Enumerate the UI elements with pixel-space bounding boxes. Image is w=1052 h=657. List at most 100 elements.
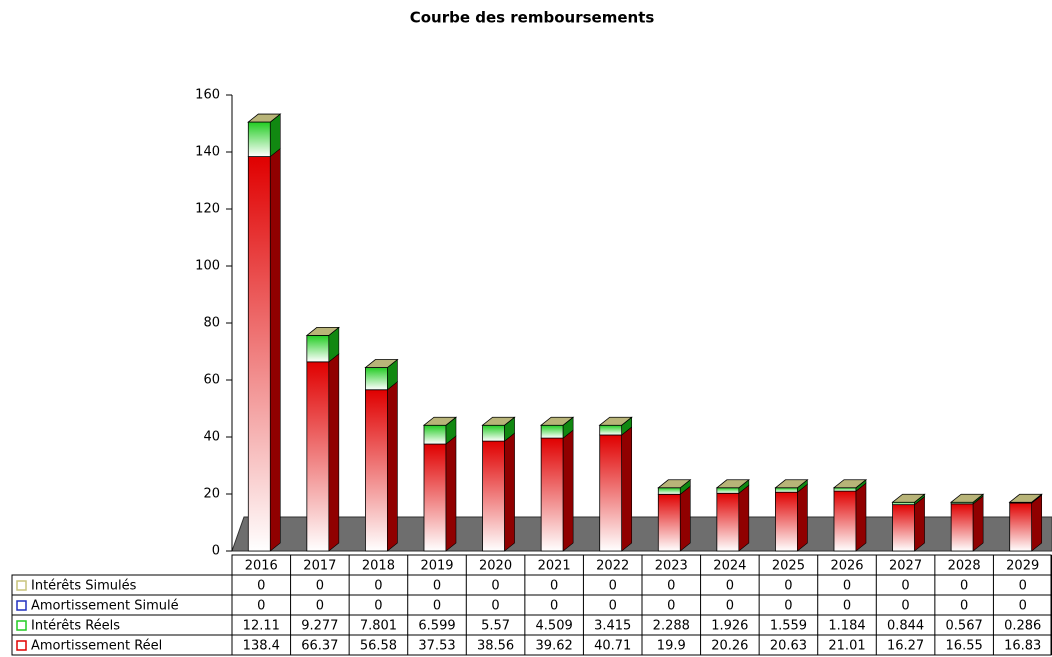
table-value: 0 [316, 599, 324, 614]
bar-side [855, 482, 867, 552]
x-tick-label: 2027 [889, 559, 922, 574]
bar-side [914, 496, 925, 552]
bar-segment [833, 490, 857, 552]
bar-side [387, 381, 398, 552]
bar-side [445, 435, 457, 552]
bar-segment [599, 434, 623, 552]
table-value: 0 [491, 599, 499, 614]
y-tick-label: 120 [195, 202, 220, 217]
bar-side [972, 495, 984, 552]
table-value: 0 [901, 599, 909, 614]
bar-top [832, 479, 868, 489]
table-value: 0 [960, 579, 968, 594]
x-tick-label: 2029 [1006, 559, 1039, 574]
table-value: 1.559 [770, 619, 807, 634]
table-value: 4.509 [536, 619, 573, 634]
y-tick-label: 60 [203, 373, 220, 388]
bar-segment [599, 424, 623, 436]
bar-top [422, 416, 458, 426]
x-tick-label: 2016 [245, 559, 278, 574]
bar-top [305, 327, 340, 336]
table-value: 0 [550, 579, 558, 594]
table-value: 7.801 [360, 619, 397, 634]
table-value: 0 [1019, 579, 1027, 594]
table-value: 0 [609, 599, 617, 614]
table-value: 66.37 [301, 639, 338, 654]
table-value: 0 [843, 599, 851, 614]
table-value: 0 [550, 599, 558, 614]
x-tick-label: 2018 [362, 559, 395, 574]
table-value: 0 [257, 579, 265, 594]
x-tick-label: 2026 [830, 559, 863, 574]
x-tick-label: 2024 [713, 559, 746, 574]
bar-segment [365, 389, 388, 552]
bar-segment [540, 424, 564, 439]
x-tick-label: 2019 [420, 559, 453, 574]
legend-label: Intérêts Simulés [31, 579, 137, 594]
chart-title: Courbe des remboursements [410, 9, 655, 27]
table-value: 0 [374, 579, 382, 594]
y-tick-label: 80 [203, 316, 220, 331]
bar-side [504, 432, 515, 552]
bar-top [598, 416, 633, 426]
bar-segment [306, 335, 330, 363]
x-tick-label: 2017 [303, 559, 336, 574]
bar-segment [247, 121, 271, 157]
x-tick-label: 2023 [655, 559, 688, 574]
table-value: 6.599 [418, 619, 455, 634]
bar-segment [1009, 502, 1033, 552]
bar-segment [892, 504, 915, 552]
legend-swatch [16, 600, 27, 611]
table-value: 12.11 [243, 619, 280, 634]
bar-segment [423, 424, 447, 445]
table-value: 0 [667, 579, 675, 594]
bar-top [774, 479, 809, 489]
bar-side [738, 484, 750, 552]
bar-segment [482, 440, 505, 552]
legend-swatch [16, 640, 27, 651]
bar-top [481, 416, 516, 426]
bar-side [797, 483, 808, 552]
bar-top [1008, 493, 1043, 503]
bar-segment [657, 493, 681, 552]
table-value: 0 [784, 579, 792, 594]
table-value: 20.63 [770, 639, 807, 654]
bar-segment [247, 156, 271, 552]
table-value: 19.9 [657, 639, 686, 654]
legend-label: Amortissement Simulé [31, 599, 179, 614]
x-tick-label: 2022 [596, 559, 629, 574]
table-value: 3.415 [594, 619, 631, 634]
table-value: 20.26 [711, 639, 748, 654]
table-value: 0 [784, 599, 792, 614]
bar-segment [775, 487, 798, 493]
bar-segment [423, 443, 447, 552]
table-value: 0.567 [946, 619, 983, 634]
bar-segment [540, 437, 564, 552]
y-tick-label: 0 [212, 544, 220, 559]
table-value: 9.277 [301, 619, 338, 634]
bar-segment [950, 503, 974, 552]
table-value: 40.71 [594, 639, 631, 654]
y-tick-label: 140 [195, 145, 220, 160]
table-value: 0 [374, 599, 382, 614]
table-value: 0 [433, 579, 441, 594]
x-tick-label: 2020 [479, 559, 512, 574]
bar-top [540, 416, 575, 426]
table-value: 0 [843, 579, 851, 594]
table-value: 0 [667, 599, 675, 614]
table-value: 16.83 [1004, 639, 1041, 654]
bar-top [950, 493, 985, 503]
bar-side [562, 429, 574, 552]
y-tick-label: 100 [195, 259, 220, 274]
bar-segment [365, 367, 388, 391]
table-value: 37.53 [418, 639, 455, 654]
table-value: 0 [433, 599, 441, 614]
table-value: 138.4 [243, 639, 280, 654]
table-value: 0 [726, 599, 734, 614]
table-value: 0 [901, 579, 909, 594]
table-value: 0 [316, 579, 324, 594]
legend-swatch [16, 580, 27, 591]
bar-segment [657, 487, 681, 495]
table-value: 39.62 [536, 639, 573, 654]
